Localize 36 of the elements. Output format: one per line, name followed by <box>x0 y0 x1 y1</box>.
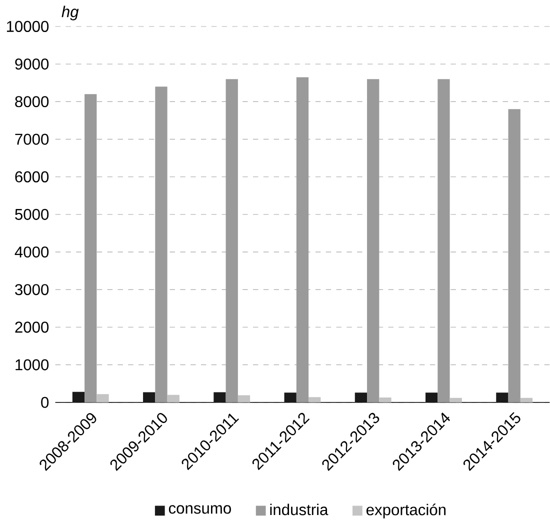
bar <box>450 398 462 403</box>
bar <box>72 392 85 403</box>
y-tick-label: 8000 <box>15 96 49 108</box>
bar <box>520 398 533 403</box>
y-tick-label: 6000 <box>15 171 49 183</box>
bar <box>167 395 180 403</box>
y-tick-label: 10000 <box>6 21 49 32</box>
bar <box>155 86 168 403</box>
bar <box>354 392 368 403</box>
y-tick-label: 5000 <box>15 209 49 220</box>
bar <box>379 398 392 403</box>
y-tick-label: 0 <box>41 397 49 408</box>
y-tick-label: 4000 <box>14 246 49 258</box>
bar <box>308 397 321 403</box>
legend-label: exportación <box>366 504 446 519</box>
y-tick-label: 9000 <box>15 58 49 70</box>
bar <box>84 94 97 403</box>
y-tick-label: 3000 <box>15 284 49 296</box>
y-tick-label: 7000 <box>15 134 49 145</box>
bar <box>496 392 508 403</box>
y-tick-label: 1000 <box>16 359 49 370</box>
bar <box>438 79 450 403</box>
y-tick-label: 2000 <box>15 322 49 333</box>
bar <box>284 392 296 403</box>
bar <box>508 109 520 403</box>
bar <box>226 79 238 403</box>
bar <box>426 392 438 403</box>
bar <box>214 392 226 403</box>
y-axis-title: hg <box>62 6 79 20</box>
bar <box>367 79 380 403</box>
bar <box>296 77 309 403</box>
bar <box>238 395 250 403</box>
legend-label: consumo <box>168 505 231 514</box>
legend-label: industria <box>270 504 328 516</box>
bar <box>96 394 109 403</box>
bar <box>143 392 156 403</box>
